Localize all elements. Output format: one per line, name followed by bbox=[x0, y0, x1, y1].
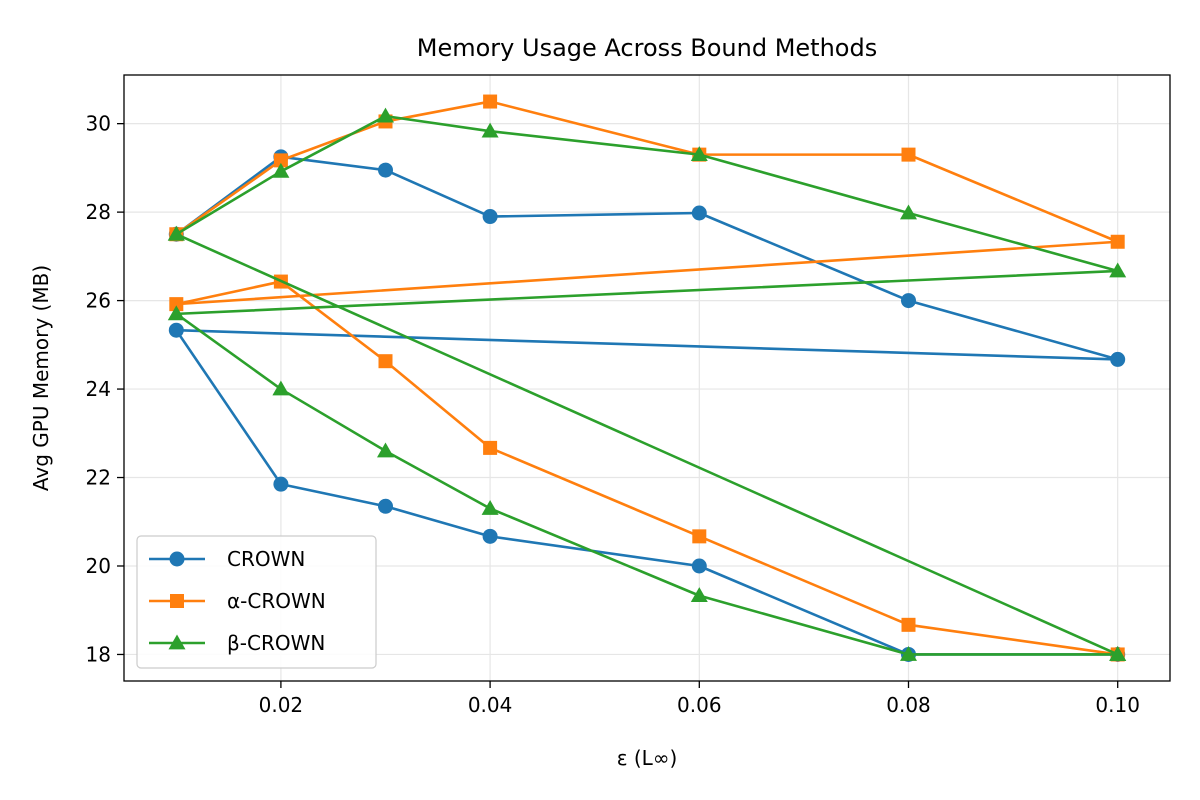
x-tick-label: 0.10 bbox=[1095, 693, 1140, 717]
data-point bbox=[900, 204, 917, 220]
data-point bbox=[690, 587, 708, 603]
data-point bbox=[483, 94, 498, 109]
legend: CROWN α-CROWN β-CROWN bbox=[136, 535, 377, 669]
legend-marker bbox=[168, 634, 186, 650]
data-point bbox=[901, 293, 916, 309]
y-tick-label: 28 bbox=[86, 200, 111, 224]
y-tick-label: 18 bbox=[86, 642, 111, 666]
data-point bbox=[901, 147, 916, 162]
series-line bbox=[175, 155, 1119, 656]
data-point bbox=[483, 440, 498, 455]
data-point bbox=[901, 617, 916, 632]
data-point bbox=[378, 354, 393, 369]
x-tick-label: 0.08 bbox=[886, 693, 931, 717]
y-tick-label: 20 bbox=[86, 554, 111, 578]
legend-entry: α-CROWN bbox=[149, 589, 326, 613]
y-tick-label: 26 bbox=[86, 289, 111, 313]
x-axis-title: ε (L∞) bbox=[617, 746, 678, 770]
axis-ticks: 0.02 0.04 0.06 0.08 0.10 18 20 22 24 26 28 30 bbox=[86, 112, 1140, 717]
legend-label: CROWN bbox=[227, 547, 305, 571]
data-point bbox=[1109, 645, 1127, 661]
data-point bbox=[273, 153, 288, 168]
data-point bbox=[692, 529, 707, 544]
legend-label: α-CROWN bbox=[227, 589, 326, 613]
data-point bbox=[691, 558, 707, 574]
data-point bbox=[691, 205, 707, 221]
data-point bbox=[378, 162, 393, 178]
data-point bbox=[169, 297, 184, 312]
series-line bbox=[175, 114, 1119, 656]
y-axis-title: Avg GPU Memory (MB) bbox=[29, 265, 53, 491]
data-point bbox=[481, 122, 499, 138]
legend-entry: β-CROWN bbox=[149, 631, 325, 655]
plot-frame bbox=[123, 74, 1171, 682]
data-point bbox=[690, 146, 708, 161]
data-point bbox=[167, 225, 185, 241]
data-point bbox=[900, 645, 917, 661]
data-point bbox=[378, 498, 393, 514]
legend-marker bbox=[169, 551, 185, 567]
data-point bbox=[1109, 262, 1127, 278]
data-point bbox=[377, 442, 394, 458]
data-point bbox=[1110, 234, 1125, 249]
legend-entry: CROWN bbox=[149, 547, 305, 571]
data-point bbox=[167, 305, 185, 321]
series-lines bbox=[167, 94, 1127, 662]
data-point bbox=[272, 380, 290, 396]
data-point bbox=[168, 322, 184, 338]
data-point bbox=[273, 476, 289, 492]
chart-title: Memory Usage Across Bound Methods bbox=[417, 34, 877, 62]
x-tick-label: 0.04 bbox=[468, 693, 513, 717]
series-3 bbox=[167, 107, 1127, 661]
y-tick-label: 30 bbox=[86, 112, 111, 136]
x-tick-label: 0.02 bbox=[259, 693, 304, 717]
data-point bbox=[272, 162, 290, 178]
data-point bbox=[377, 107, 394, 123]
data-point bbox=[482, 209, 498, 225]
data-point bbox=[1110, 351, 1126, 367]
legend-box bbox=[136, 535, 377, 669]
data-point bbox=[482, 528, 498, 544]
data-point bbox=[481, 499, 499, 515]
x-tick-label: 0.06 bbox=[677, 693, 722, 717]
legend-marker bbox=[170, 594, 184, 608]
legend-label: β-CROWN bbox=[227, 631, 325, 655]
y-tick-label: 24 bbox=[86, 377, 111, 401]
y-tick-label: 22 bbox=[86, 466, 111, 490]
